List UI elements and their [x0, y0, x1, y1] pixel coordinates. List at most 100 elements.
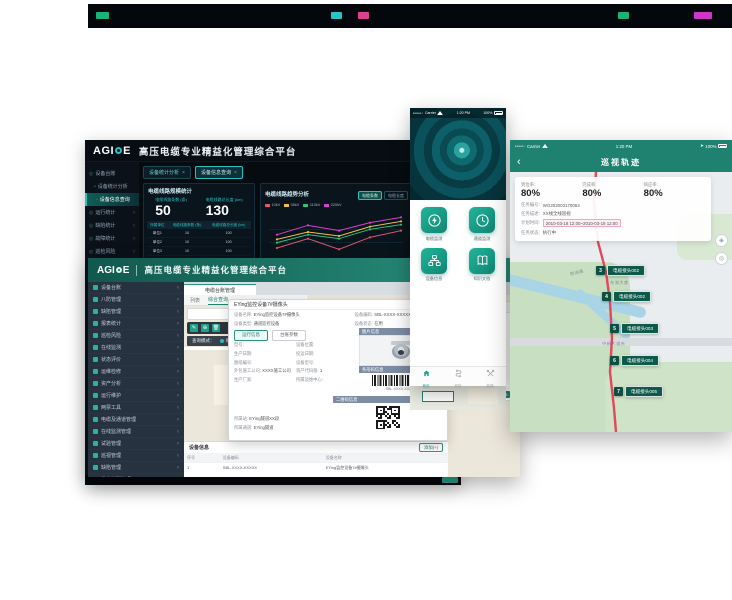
table-row[interactable]: 单位3 10 100 — [147, 246, 251, 256]
legend-item[interactable]: 110kV — [303, 203, 320, 207]
info-value: WG202003170063 — [542, 202, 580, 208]
edit-icon[interactable]: ✎ — [190, 324, 198, 332]
crosshair-icon[interactable]: ⊕ — [201, 324, 209, 332]
legend-chip — [96, 12, 109, 19]
dash-sidebar-item[interactable]: ◎ 缺陷统计 › — [85, 219, 139, 232]
qr-cell — [381, 423, 384, 426]
add-button[interactable]: 添加(+) — [419, 443, 443, 452]
dash-sidebar-item[interactable]: ◎ 故障统计 › — [85, 232, 139, 245]
qr-cell — [394, 406, 397, 408]
grid-item-label: 设备信息 — [425, 276, 443, 281]
map-marker[interactable]: 3 电缆接头002 — [596, 265, 646, 276]
logo-text: AGI — [93, 144, 115, 157]
sidebar-item[interactable]: 资产分析 ‹ — [88, 378, 184, 390]
map-locate-control[interactable]: ◎ — [715, 252, 728, 265]
sidebar-item-label: 故障统计 — [95, 236, 116, 242]
back-chevron-icon[interactable]: ‹ — [517, 156, 521, 168]
subtab[interactable]: 综合查询 — [208, 296, 229, 305]
dialog-tab-button[interactable]: 运行信息 — [234, 329, 268, 341]
phone-home-screen: ●●●●○ Carrier 1:20 PM 100% 电缆监测 通道监测 设备信息 知识… — [410, 108, 506, 388]
home-icon — [422, 365, 431, 383]
field-value: XXXX施工公司 — [262, 368, 291, 374]
trend-toggle-button[interactable]: 电缆条数 — [358, 191, 382, 200]
home-grid-item[interactable]: 知识文档 — [463, 247, 501, 283]
sidebar-item-label: 设备台账 — [101, 285, 122, 291]
qr-cell — [388, 416, 391, 419]
grid-item-label: 知识文档 — [473, 276, 491, 281]
trend-toggle-button[interactable]: 电缆长度 — [384, 191, 408, 200]
bottom-accent-button[interactable] — [442, 477, 458, 483]
trash-icon[interactable]: 🗑 — [212, 324, 220, 332]
sidebar-item[interactable]: 电缆及通道管理 ‹ — [88, 414, 184, 426]
tabbar-item[interactable]: 检修 — [474, 367, 506, 388]
sidebar-item[interactable]: 在线监测 ‹ — [88, 342, 184, 354]
legend-label: 10kV — [271, 203, 281, 207]
home-grid-item[interactable]: 电缆监测 — [415, 207, 453, 242]
sidebar-item[interactable]: 八防管理 ‹ — [88, 294, 184, 306]
dialog-field: 设备类型: 通道监控设备 — [234, 321, 355, 327]
table-cell: 单位2 — [147, 237, 168, 247]
map-layers-control[interactable]: ◈ — [715, 234, 728, 247]
qr-cell — [385, 427, 388, 430]
sidebar-item[interactable]: 运维检修 ‹ — [88, 366, 184, 378]
sidebar-item[interactable]: 报表统计 ‹ — [88, 318, 184, 330]
sidebar-item[interactable]: 运行维护 ‹ — [88, 390, 184, 402]
street-label: 东湖大都 — [610, 280, 629, 285]
chevron-right-icon: › — [133, 209, 135, 216]
close-icon[interactable]: × — [182, 169, 185, 176]
sidebar-item[interactable]: 缺陷管理 ‹ — [88, 306, 184, 318]
table-header-cell: 设备编码 — [219, 453, 323, 463]
dash-sidebar-item[interactable]: ◎ 设备台账 — [85, 167, 139, 180]
tabbar-item[interactable]: 巡检 — [442, 367, 474, 388]
legend-item[interactable]: 220kV — [324, 203, 342, 207]
table-row[interactable]: 单位1 10 100 — [147, 229, 251, 238]
home-grid-item[interactable]: 通道监测 — [463, 207, 501, 242]
dash-sidebar-item[interactable]: • 设备统计分析 — [85, 180, 139, 193]
map-marker[interactable]: 5 电缆接头003 — [610, 323, 660, 334]
qr-cell — [383, 409, 386, 412]
sidebar-item[interactable]: 试验管理 ‹ — [88, 438, 184, 450]
sidebar-item[interactable]: 在线监测管理 ‹ — [88, 426, 184, 438]
sidebar-item[interactable]: 设备台账 ‹ — [88, 282, 184, 294]
close-icon[interactable]: × — [233, 169, 237, 176]
map-marker[interactable]: 4 电缆接头002 — [602, 291, 652, 302]
qr-cell — [397, 406, 400, 408]
dash-sidebar-item[interactable]: ◎ 巡检风险 › — [85, 245, 139, 258]
legend-item[interactable]: 10kV — [265, 203, 280, 207]
field-label: 生产日期: — [234, 350, 253, 356]
qr-cell — [387, 423, 389, 426]
sidebar-item[interactable]: 两票工具 ‹ — [88, 402, 184, 414]
table-row[interactable]: 1 SBL-XXXX-XXXXX EYing监控设备7#摄像头 — [184, 462, 448, 472]
dash-sidebar-item[interactable]: ◎ 运行统计 › — [85, 206, 139, 219]
page-number[interactable]: 1 — [503, 391, 511, 398]
sidebar-item[interactable]: 带电检测管理 ‹ — [88, 474, 184, 478]
dialog-tab-button[interactable]: 台账参数 — [272, 329, 306, 341]
map-marker[interactable]: 7 电缆接头005 — [614, 386, 664, 397]
qr-cell — [378, 423, 380, 426]
home-grid-item[interactable]: 设备信息 — [415, 247, 453, 283]
qr-cell — [381, 420, 384, 423]
qr-cell — [394, 411, 397, 414]
dash-tab[interactable]: 设备信息查询 × — [194, 166, 243, 179]
qr-section-header: 二维码信息 — [333, 396, 443, 403]
sidebar-item[interactable]: 缺陷管理 ‹ — [88, 462, 184, 474]
patrol-map[interactable]: ◈ ◎ 到位率: 80% 完成率: 80% 响应率: 80% 任务编号: WG2020031… — [510, 172, 732, 432]
sidebar-item[interactable]: 巡检风险 ‹ — [88, 330, 184, 342]
tabbar-item[interactable]: 首页 — [410, 365, 442, 388]
subtab[interactable]: 列表 — [190, 297, 201, 304]
sidebar-item-label: 试验管理 — [101, 441, 122, 447]
dash-sidebar-item[interactable]: • 设备信息查询 — [85, 193, 139, 206]
table-row[interactable]: 单位2 10 100 — [147, 237, 251, 247]
legend-item[interactable]: 35kV — [284, 203, 299, 207]
legend-chip-icon — [284, 203, 290, 207]
qr-cell — [397, 427, 400, 430]
map-marker[interactable]: 6 电缆接头004 — [610, 355, 660, 366]
qr-cell — [390, 418, 393, 421]
dashboard-title: 高压电缆专业精益化管理综合平台 — [138, 146, 297, 158]
sidebar-item[interactable]: 巡视管理 ‹ — [88, 450, 184, 462]
info-label: 计划时间: — [521, 220, 540, 226]
tab-cable-ledger[interactable]: 电缆台账管理 — [184, 284, 256, 295]
dialog-field: 图纸编号: — [234, 360, 296, 366]
dash-tab[interactable]: 设备统计分析 × — [143, 166, 191, 179]
sidebar-item[interactable]: 状态评价 ‹ — [88, 354, 184, 366]
